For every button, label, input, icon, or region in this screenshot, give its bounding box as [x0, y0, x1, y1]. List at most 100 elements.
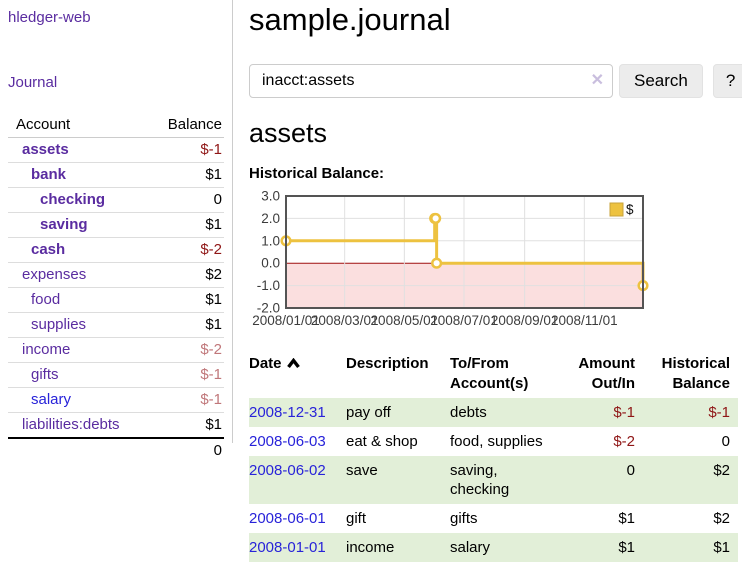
main-content: sample.journal ✕ Search ? assets Histori… — [233, 0, 742, 562]
legend-label: $ — [626, 202, 634, 217]
account-row: salary $-1 — [8, 387, 224, 413]
transaction-balance: $2 — [713, 462, 730, 479]
chart-label: Historical Balance: — [249, 165, 385, 182]
transaction-accounts: gifts — [450, 510, 478, 527]
account-link[interactable]: gifts — [31, 366, 59, 383]
page: hledger-web Journal Account Balance asse… — [0, 0, 742, 562]
column-header-balance: Historical Balance — [661, 355, 730, 392]
account-row: expenses $2 — [8, 262, 224, 288]
historical-balance-chart: $3.0 2.0 1.0 0.0 -1.0 -2.02008/01/012008/03/0… — [252, 189, 649, 328]
account-link[interactable]: food — [31, 291, 61, 308]
column-header-description: Description — [346, 355, 429, 372]
account-balance: $2 — [145, 262, 224, 288]
column-header-amount: Amount Out/In — [578, 355, 635, 392]
account-link[interactable]: income — [22, 341, 71, 358]
account-link[interactable]: supplies — [31, 316, 87, 333]
nav-journal-link[interactable]: Journal — [8, 74, 58, 91]
accounts-table: Account Balance assets $-1 bank $1 checking 0… — [8, 113, 224, 463]
svg-text:3.0: 3.0 — [261, 190, 280, 204]
svg-text:1.0: 1.0 — [261, 233, 280, 248]
account-link[interactable]: liabilities:debts — [22, 416, 120, 433]
account-row: bank $1 — [8, 162, 224, 188]
account-balance: $1 — [145, 412, 224, 438]
account-balance: $1 — [145, 312, 224, 338]
svg-text:2008/03/01: 2008/03/01 — [311, 313, 379, 328]
transaction-accounts: saving, checking — [450, 462, 510, 498]
transaction-row: 2008-06-03 eat & shop food, supplies $-2 0 — [249, 427, 738, 456]
svg-text:-1.0: -1.0 — [257, 278, 280, 293]
account-row: income $-2 — [8, 337, 224, 363]
svg-text:-2.0: -2.0 — [257, 301, 280, 316]
account-link[interactable]: saving — [40, 216, 88, 233]
journal-title: sample.journal — [249, 2, 451, 37]
account-link[interactable]: checking — [40, 191, 106, 208]
transaction-description: pay off — [346, 404, 391, 421]
account-balance: 0 — [145, 187, 224, 213]
transaction-description: income — [346, 539, 395, 556]
transaction-amount: $-1 — [613, 404, 635, 421]
account-row: cash $-2 — [8, 237, 224, 263]
account-balance: $1 — [145, 287, 224, 313]
account-link[interactable]: cash — [31, 241, 66, 258]
account-balance: $-1 — [145, 387, 224, 413]
accounts-header-balance: Balance — [145, 113, 224, 138]
account-row: food $1 — [8, 287, 224, 313]
transaction-row: 2008-12-31 pay off debts $-1 $-1 — [249, 398, 738, 427]
account-link[interactable]: bank — [31, 166, 67, 183]
transaction-date-link[interactable]: 2008-06-01 — [249, 510, 326, 527]
transaction-date-link[interactable]: 2008-01-01 — [249, 539, 326, 556]
svg-text:2008/07/01: 2008/07/01 — [430, 313, 498, 328]
account-link[interactable]: expenses — [22, 266, 87, 283]
account-balance: $-1 — [145, 362, 224, 388]
transaction-balance: $-1 — [708, 404, 730, 421]
account-link[interactable]: salary — [31, 391, 72, 408]
transaction-amount: $1 — [618, 539, 635, 556]
transaction-amount: 0 — [626, 462, 635, 479]
search-help-button[interactable]: ? — [712, 64, 742, 98]
sort-ascending-icon — [286, 357, 300, 369]
transaction-accounts: food, supplies — [450, 433, 543, 450]
transaction-date-link[interactable]: 2008-12-31 — [249, 404, 326, 421]
account-row: supplies $1 — [8, 312, 224, 338]
svg-text:2.0: 2.0 — [261, 211, 280, 226]
transaction-balance: $2 — [713, 510, 730, 527]
transaction-accounts: salary — [450, 539, 491, 556]
search-button[interactable]: Search — [619, 64, 703, 98]
sidebar: hledger-web Journal Account Balance asse… — [0, 0, 233, 463]
column-header-accounts: To/From Account(s) — [450, 355, 529, 392]
column-header-date[interactable]: Date — [249, 350, 346, 398]
svg-text:2008/11/01: 2008/11/01 — [551, 313, 618, 328]
register-table: Date Description To/From Account(s) Amou… — [249, 350, 738, 562]
svg-text:2008/09/01: 2008/09/01 — [491, 313, 559, 328]
account-balance: $-1 — [200, 141, 222, 158]
account-row: liabilities:debts $1 — [8, 412, 224, 438]
account-row: saving $1 — [8, 212, 224, 238]
transaction-date-link[interactable]: 2008-06-03 — [249, 433, 326, 450]
transaction-balance: 0 — [721, 433, 730, 450]
brand-link[interactable]: hledger-web — [8, 9, 91, 26]
account-balance: $1 — [145, 212, 224, 238]
transaction-date-link[interactable]: 2008-06-02 — [249, 462, 326, 479]
accounts-total-value: 0 — [145, 437, 224, 463]
account-heading: assets — [249, 118, 328, 148]
search-form: ✕ Search ? — [249, 64, 742, 98]
transaction-balance: $1 — [713, 539, 730, 556]
transaction-row: 2008-06-01 gift gifts $1 $2 — [249, 504, 738, 533]
transaction-description: gift — [346, 510, 367, 527]
search-input[interactable] — [249, 64, 613, 98]
transaction-amount: $-2 — [613, 433, 635, 450]
account-row: checking 0 — [8, 187, 224, 213]
account-balance: $-2 — [145, 337, 224, 363]
svg-text:0.0: 0.0 — [261, 256, 280, 271]
account-balance: $-2 — [145, 237, 224, 263]
account-row: gifts $-1 — [8, 362, 224, 388]
svg-text:2008/01/01: 2008/01/01 — [252, 313, 320, 328]
legend-swatch — [609, 202, 624, 217]
account-row: assets $-1 — [8, 138, 224, 163]
clear-search-icon[interactable]: ✕ — [590, 72, 604, 89]
transaction-row: 2008-06-02 save saving, checking 0 $2 — [249, 456, 738, 504]
transaction-amount: $1 — [618, 510, 635, 527]
account-balance: $1 — [145, 162, 224, 188]
account-link[interactable]: assets — [22, 141, 69, 158]
svg-text:2008/05/01: 2008/05/01 — [371, 313, 439, 328]
